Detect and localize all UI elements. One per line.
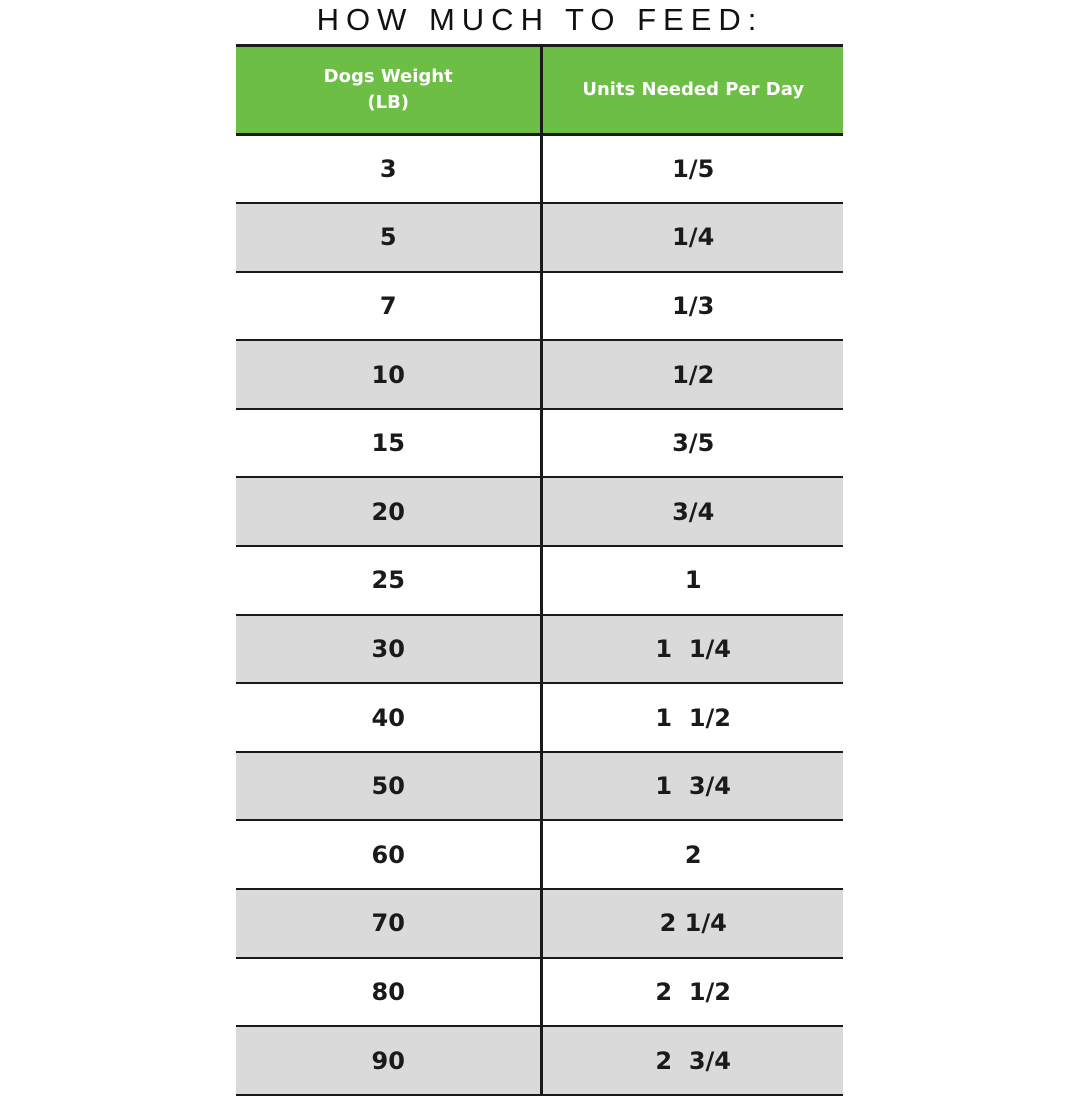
units-cell: 1/3 — [541, 271, 843, 342]
weight-cell: 10 — [236, 340, 544, 410]
header-row: Dogs Weight (LB) Units Needed Per Day — [236, 44, 843, 136]
units-cell: 1 — [541, 546, 843, 616]
table-row: 15 3/5 — [236, 408, 843, 479]
table-row: 60 2 — [236, 820, 843, 891]
units-cell: 2 — [541, 820, 843, 891]
units-cell: 3/4 — [541, 477, 843, 548]
table-row: 3 1/5 — [236, 134, 843, 205]
table-row: 80 2 1/2 — [236, 957, 843, 1028]
header-dogs-weight-line1: Dogs Weight — [323, 65, 453, 87]
units-cell: 2 1/4 — [541, 889, 843, 959]
header-cell-units-per-day: Units Needed Per Day — [541, 44, 843, 136]
weight-cell: 70 — [236, 889, 544, 959]
feeding-table-body: 3 1/5 5 1/4 7 1/3 10 1/2 15 3/5 20 3/4 25 1 30 1 1/4 40 1… — [236, 134, 843, 1096]
table-row: 7 1/3 — [236, 271, 843, 342]
weight-cell: 30 — [236, 614, 544, 685]
table-row: 25 1 — [236, 546, 843, 616]
units-cell: 1/5 — [541, 134, 843, 205]
weight-cell: 80 — [236, 957, 544, 1028]
units-cell: 1 1/2 — [541, 683, 843, 753]
header-cell-dogs-weight: Dogs Weight (LB) — [236, 44, 544, 136]
table-row: 5 1/4 — [236, 203, 843, 273]
table-row: 90 2 3/4 — [236, 1026, 843, 1096]
units-cell: 1 1/4 — [541, 614, 843, 685]
weight-cell: 40 — [236, 683, 544, 753]
units-cell: 2 1/2 — [541, 957, 843, 1028]
feeding-table-header: Dogs Weight (LB) Units Needed Per Day — [236, 44, 843, 136]
units-cell: 1/2 — [541, 340, 843, 410]
weight-cell: 60 — [236, 820, 544, 891]
table-row: 40 1 1/2 — [236, 683, 843, 753]
weight-cell: 5 — [236, 203, 544, 273]
weight-cell: 15 — [236, 408, 544, 479]
weight-cell: 50 — [236, 751, 544, 822]
units-cell: 1 3/4 — [541, 751, 843, 822]
units-cell: 1/4 — [541, 203, 843, 273]
table-row: 30 1 1/4 — [236, 614, 843, 685]
table-row: 20 3/4 — [236, 477, 843, 548]
table-row: 50 1 3/4 — [236, 751, 843, 822]
weight-cell: 25 — [236, 546, 544, 616]
page-title: HOW MUCH TO FEED: — [316, 2, 764, 37]
units-cell: 2 3/4 — [541, 1026, 843, 1096]
weight-cell: 90 — [236, 1026, 544, 1096]
weight-cell: 3 — [236, 134, 544, 205]
weight-cell: 7 — [236, 271, 544, 342]
weight-cell: 20 — [236, 477, 544, 548]
table-row: 70 2 1/4 — [236, 889, 843, 959]
table-row: 10 1/2 — [236, 340, 843, 410]
units-cell: 3/5 — [541, 408, 843, 479]
header-dogs-weight-line2: (LB) — [367, 92, 410, 113]
